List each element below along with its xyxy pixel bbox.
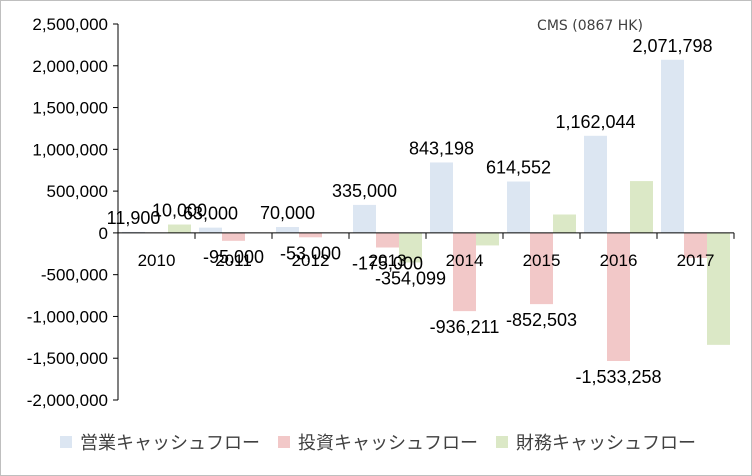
data-label: 1,162,044 xyxy=(555,112,635,132)
data-label: -95,000 xyxy=(203,247,264,267)
data-labels-group: 11,900 63,000 70,000 335,000 843,198 614,552 1… xyxy=(107,36,713,387)
data-label: 2,071,798 xyxy=(632,36,712,56)
bar-financing-2010 xyxy=(168,224,191,233)
bar-investing-2016 xyxy=(607,232,630,362)
y-tick-label: 1,500,000 xyxy=(32,99,108,118)
legend-swatch-investing xyxy=(278,436,290,448)
y-tick-label: 2,500,000 xyxy=(32,15,108,34)
legend-swatch-financing xyxy=(496,436,508,448)
bar-investing-2013 xyxy=(376,232,399,248)
legend-label-operating: 営業キャッシュフロー xyxy=(80,433,260,454)
x-tick-label: 2016 xyxy=(600,251,638,270)
bar-operating-2013 xyxy=(353,204,376,233)
x-tick-label: 2010 xyxy=(138,251,176,270)
bar-operating-2014 xyxy=(430,162,453,233)
x-tick-label: 2014 xyxy=(446,251,484,270)
data-label: 11,900 xyxy=(107,208,161,228)
bar-investing-2014 xyxy=(453,232,476,312)
bar-financing-2014 xyxy=(476,232,499,246)
data-label: -936,211 xyxy=(430,317,500,337)
x-tick-label: 2011 xyxy=(215,251,252,270)
y-tick-label: -1,000,000 xyxy=(27,307,108,326)
legend-item-investing: 投資キャッシュフロー xyxy=(278,429,478,455)
data-label: 335,000 xyxy=(332,181,397,201)
bar-investing-2012 xyxy=(299,232,322,238)
y-tick-label: -500,000 xyxy=(41,266,108,285)
axes-group: 2,500,000 2,000,000 1,500,000 1,000,000 500,… xyxy=(27,15,735,410)
bar-financing-2016 xyxy=(630,181,653,233)
bar-operating-2016 xyxy=(584,135,607,233)
x-tick-label: 2017 xyxy=(677,251,715,270)
bar-operating-2012 xyxy=(276,227,299,233)
legend-swatch-operating xyxy=(60,436,72,448)
bar-investing-2015 xyxy=(530,232,553,305)
legend-label-financing: 財務キャッシュフロー xyxy=(516,433,696,454)
legend-item-financing: 財務キャッシュフロー xyxy=(496,429,696,455)
y-tick-label: 2,000,000 xyxy=(32,57,108,76)
data-label: -175,000 xyxy=(352,254,423,274)
x-tick-label: 2012 xyxy=(292,251,330,270)
bars-group xyxy=(122,59,730,362)
y-tick-label: 500,000 xyxy=(47,182,108,201)
data-label: -354,099 xyxy=(375,268,446,288)
data-label: 63,000 xyxy=(183,204,238,224)
legend-item-operating: 営業キャッシュフロー xyxy=(60,429,260,455)
data-label: -1,533,258 xyxy=(575,367,661,387)
y-tick-label: -1,500,000 xyxy=(27,349,108,368)
bar-financing-2013 xyxy=(399,232,422,263)
bar-operating-2017 xyxy=(661,59,684,233)
data-label: 10,000 xyxy=(152,201,207,221)
data-label: -53,000 xyxy=(280,243,341,263)
data-label: 70,000 xyxy=(260,203,315,223)
bar-financing-2017 xyxy=(707,232,730,345)
y-tick-label: 0 xyxy=(99,224,108,243)
bar-investing-2017 xyxy=(684,232,707,258)
data-label: -852,503 xyxy=(506,310,577,330)
legend: 営業キャッシュフロー 投資キャッシュフロー 財務キャッシュフロー xyxy=(60,430,720,454)
bar-financing-2015 xyxy=(553,214,576,233)
data-label: 843,198 xyxy=(409,138,474,158)
bar-operating-2015 xyxy=(507,181,530,233)
data-label: 614,552 xyxy=(486,158,551,178)
bar-operating-2011 xyxy=(199,227,222,233)
chart-title: CMS (0867 HK) xyxy=(537,18,643,34)
bar-investing-2011 xyxy=(222,232,245,241)
y-tick-label: -2,000,000 xyxy=(27,391,108,410)
x-tick-label: 2015 xyxy=(523,251,561,270)
legend-label-investing: 投資キャッシュフロー xyxy=(298,433,478,454)
x-tick-label: 2013 xyxy=(369,251,407,270)
y-tick-label: 1,000,000 xyxy=(32,140,108,159)
